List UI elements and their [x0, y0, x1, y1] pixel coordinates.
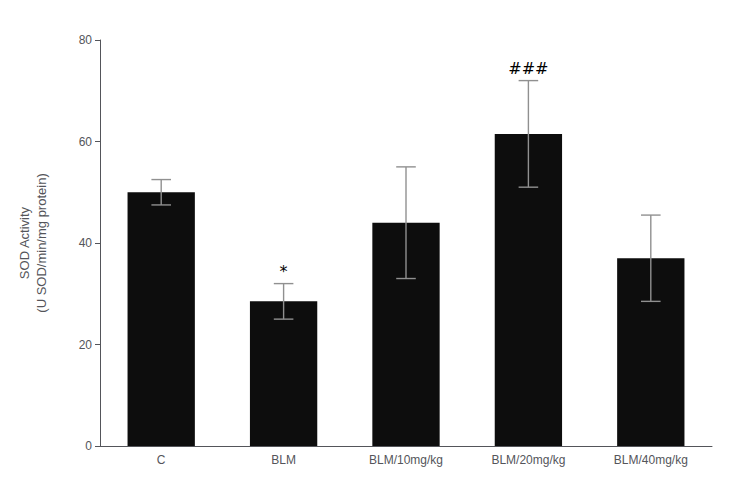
svg-text:60: 60: [79, 135, 93, 149]
svg-text:(U SOD/min/mg protein): (U SOD/min/mg protein): [34, 173, 49, 312]
svg-text:C: C: [157, 453, 166, 467]
svg-text:*: *: [280, 262, 288, 281]
svg-text:80: 80: [79, 33, 93, 47]
svg-text:SOD Activity: SOD Activity: [17, 206, 32, 279]
svg-text:BLM/20mg/kg: BLM/20mg/kg: [491, 453, 565, 467]
svg-text:BLM: BLM: [271, 453, 296, 467]
svg-text:20: 20: [79, 338, 93, 352]
svg-text:BLM/10mg/kg: BLM/10mg/kg: [369, 453, 443, 467]
svg-text:0: 0: [85, 439, 92, 453]
svg-text:40: 40: [79, 236, 93, 250]
svg-text:###: ###: [508, 59, 548, 78]
svg-text:BLM/40mg/kg: BLM/40mg/kg: [614, 453, 688, 467]
